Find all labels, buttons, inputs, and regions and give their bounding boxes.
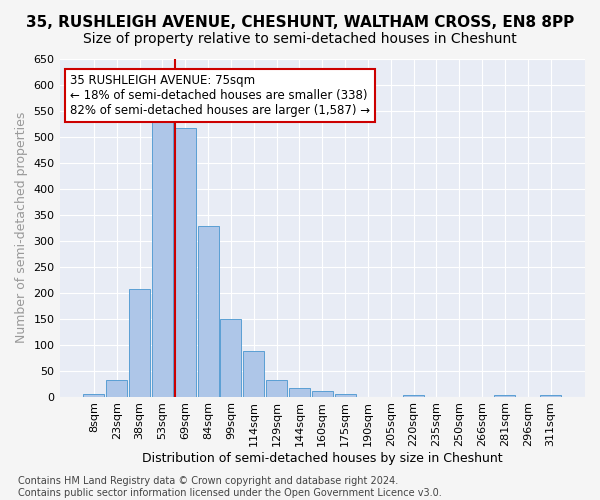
- Bar: [83, 394, 104, 396]
- Text: Size of property relative to semi-detached houses in Cheshunt: Size of property relative to semi-detach…: [83, 32, 517, 46]
- Bar: [403, 394, 424, 396]
- Bar: [243, 351, 264, 397]
- Bar: [289, 388, 310, 396]
- Bar: [494, 394, 515, 396]
- Text: 35, RUSHLEIGH AVENUE, CHESHUNT, WALTHAM CROSS, EN8 8PP: 35, RUSHLEIGH AVENUE, CHESHUNT, WALTHAM …: [26, 15, 574, 30]
- Bar: [106, 380, 127, 396]
- X-axis label: Distribution of semi-detached houses by size in Cheshunt: Distribution of semi-detached houses by …: [142, 452, 503, 465]
- Bar: [266, 380, 287, 396]
- Bar: [197, 226, 218, 396]
- Bar: [335, 394, 356, 396]
- Bar: [220, 318, 241, 396]
- Bar: [312, 392, 333, 396]
- Text: Contains HM Land Registry data © Crown copyright and database right 2024.
Contai: Contains HM Land Registry data © Crown c…: [18, 476, 442, 498]
- Bar: [152, 116, 173, 396]
- Bar: [540, 394, 561, 396]
- Bar: [175, 128, 196, 396]
- Text: 35 RUSHLEIGH AVENUE: 75sqm
← 18% of semi-detached houses are smaller (338)
82% o: 35 RUSHLEIGH AVENUE: 75sqm ← 18% of semi…: [70, 74, 370, 117]
- Bar: [129, 288, 150, 397]
- Y-axis label: Number of semi-detached properties: Number of semi-detached properties: [15, 112, 28, 344]
